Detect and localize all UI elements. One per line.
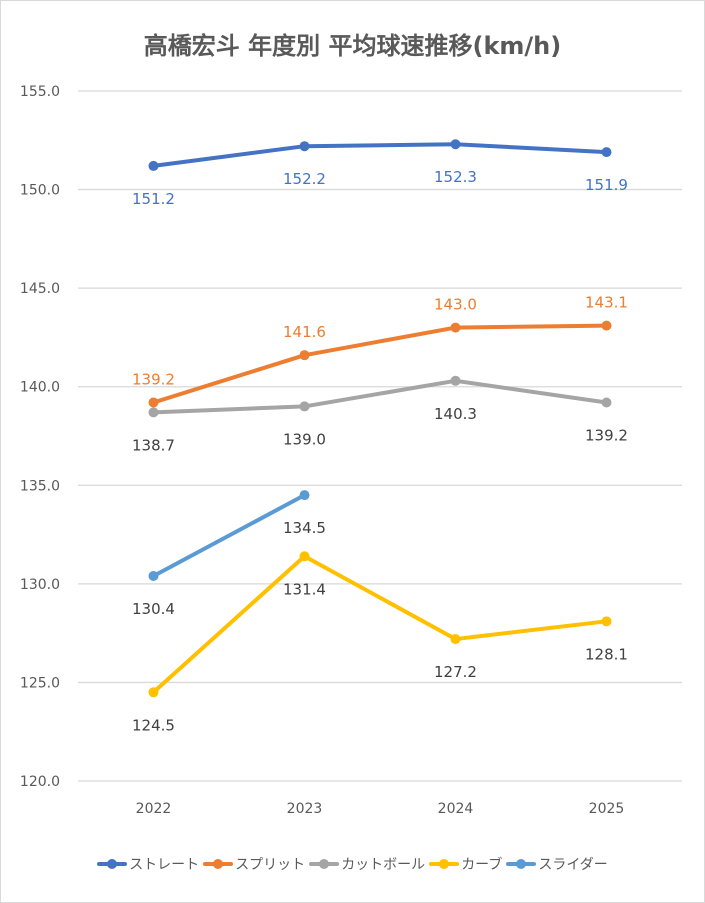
y-tick-label: 155.0 bbox=[20, 84, 60, 100]
legend-label: スライダー bbox=[538, 857, 608, 873]
data-label: 138.7 bbox=[132, 436, 175, 454]
chart-title: 高橋宏斗 年度別 平均球速推移(km/h) bbox=[143, 32, 562, 60]
x-tick-label: 2023 bbox=[287, 801, 323, 817]
x-tick-label: 2022 bbox=[136, 801, 172, 817]
data-point bbox=[450, 139, 461, 150]
data-label: 139.0 bbox=[283, 430, 326, 448]
legend-label: ストレート bbox=[129, 857, 200, 873]
y-tick-label: 120.0 bbox=[20, 774, 60, 790]
data-label: 128.1 bbox=[585, 645, 628, 663]
data-label: 139.2 bbox=[585, 426, 628, 444]
legend-item: カットボール bbox=[309, 854, 425, 874]
data-label: 143.1 bbox=[585, 294, 628, 312]
data-label: 143.0 bbox=[434, 296, 477, 314]
data-label: 140.3 bbox=[434, 405, 477, 423]
y-tick-label: 140.0 bbox=[20, 380, 60, 396]
data-label: 151.2 bbox=[132, 190, 175, 208]
data-point bbox=[299, 350, 310, 361]
data-point bbox=[601, 397, 612, 408]
data-point bbox=[601, 147, 612, 158]
series-line-スプリット bbox=[151, 323, 609, 405]
x-tick-label: 2024 bbox=[438, 801, 474, 817]
data-label: 134.5 bbox=[283, 519, 326, 537]
data-point bbox=[148, 570, 159, 581]
series-line-カーブ bbox=[151, 554, 609, 695]
data-point bbox=[299, 401, 310, 412]
y-tick-label: 150.0 bbox=[20, 183, 60, 199]
data-point bbox=[148, 160, 159, 171]
data-label: 139.2 bbox=[132, 370, 175, 388]
legend-marker-icon bbox=[203, 859, 234, 869]
data-label: 124.5 bbox=[132, 716, 175, 734]
data-label: 152.3 bbox=[434, 168, 477, 186]
chart-legend: ストレート スプリット カットボール カーブ スライダー bbox=[0, 854, 705, 874]
legend-label: カーブ bbox=[461, 857, 503, 873]
legend-marker-icon bbox=[429, 859, 460, 869]
data-label: 151.9 bbox=[585, 176, 628, 194]
y-tick-label: 135.0 bbox=[20, 478, 60, 494]
data-point bbox=[299, 490, 310, 501]
y-tick-label: 145.0 bbox=[20, 281, 60, 297]
data-label: 127.2 bbox=[434, 663, 477, 681]
legend-item: スライダー bbox=[506, 854, 608, 874]
data-label: 152.2 bbox=[283, 170, 326, 188]
legend-item: ストレート bbox=[97, 854, 199, 874]
series-line-ストレート bbox=[151, 142, 609, 168]
data-point bbox=[299, 141, 310, 152]
data-label: 131.4 bbox=[283, 580, 326, 598]
data-point bbox=[450, 375, 461, 386]
data-point bbox=[299, 551, 310, 562]
legend-item: スプリット bbox=[203, 854, 305, 874]
legend-label: スプリット bbox=[235, 857, 306, 873]
data-point bbox=[450, 634, 461, 645]
legend-marker-icon bbox=[309, 859, 340, 869]
y-tick-label: 130.0 bbox=[20, 577, 60, 593]
data-label: 141.6 bbox=[283, 323, 326, 341]
data-point bbox=[148, 687, 159, 698]
data-point bbox=[450, 322, 461, 333]
legend-item: カーブ bbox=[429, 854, 502, 874]
x-tick-label: 2025 bbox=[589, 801, 625, 817]
data-point bbox=[601, 320, 612, 331]
data-point bbox=[148, 407, 159, 418]
data-label: 130.4 bbox=[132, 600, 175, 618]
data-point bbox=[148, 397, 159, 408]
series-line-スライダー bbox=[151, 493, 307, 578]
y-tick-label: 125.0 bbox=[20, 675, 60, 691]
series-line-カットボール bbox=[151, 378, 609, 415]
legend-marker-icon bbox=[506, 859, 537, 869]
legend-label: カットボール bbox=[341, 857, 426, 873]
data-point bbox=[601, 616, 612, 627]
legend-marker-icon bbox=[97, 859, 128, 869]
